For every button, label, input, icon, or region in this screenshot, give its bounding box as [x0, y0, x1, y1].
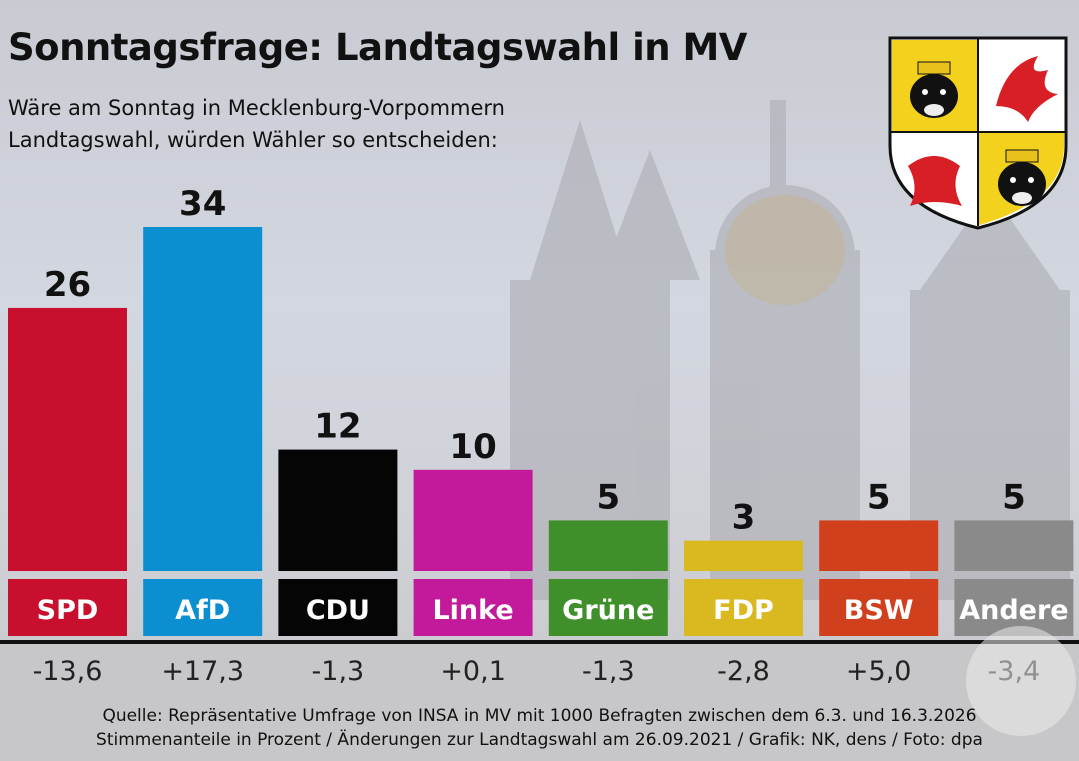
bar-afd — [143, 227, 263, 571]
bar-fdp — [684, 540, 803, 571]
changes-band — [0, 642, 1079, 761]
value-label: 5 — [1002, 477, 1026, 517]
overlay-circle — [966, 626, 1076, 736]
bar-andere — [954, 520, 1074, 571]
coat-of-arms-icon — [888, 36, 1068, 230]
bar-spd — [8, 307, 127, 571]
value-label: 3 — [732, 498, 756, 538]
value-label: 12 — [314, 407, 361, 447]
change-label: -1,3 — [582, 656, 635, 687]
value-label: 5 — [596, 477, 620, 517]
chart-title: Sonntagsfrage: Landtagswahl in MV — [8, 26, 747, 69]
source-line-2: Stimmenanteile in Prozent / Änderungen z… — [96, 730, 983, 750]
change-label: -1,3 — [312, 656, 365, 687]
bar-bsw — [819, 520, 939, 571]
category-label: AfD — [175, 595, 230, 626]
bar-label-box-bsw — [819, 579, 939, 636]
change-label: +5,0 — [846, 656, 912, 687]
bar-label-box-spd — [8, 579, 127, 636]
bar-grüne — [548, 520, 668, 571]
category-label: Andere — [959, 595, 1068, 626]
bar-label-box-grüne — [548, 579, 668, 636]
chart-subtitle-line-2: Landtagswahl, würden Wähler so entscheid… — [8, 128, 498, 152]
value-label: 26 — [44, 265, 91, 305]
category-label: BSW — [844, 595, 914, 626]
category-label: SPD — [37, 595, 99, 626]
bar-cdu — [278, 449, 398, 571]
value-label: 5 — [867, 477, 891, 517]
castle-background — [510, 100, 1070, 600]
category-label: Linke — [432, 595, 513, 626]
bar-linke — [413, 469, 533, 571]
bar-label-box-fdp — [684, 579, 803, 636]
value-label: 10 — [449, 427, 496, 467]
source-line-1: Quelle: Repräsentative Umfrage von INSA … — [102, 706, 977, 726]
category-label: Grüne — [562, 595, 654, 626]
bar-label-box-linke — [413, 579, 533, 636]
category-label: CDU — [306, 595, 370, 626]
bar-label-box-cdu — [278, 579, 398, 636]
change-label: -13,6 — [33, 656, 103, 687]
chart-subtitle-line-1: Wäre am Sonntag in Mecklenburg-Vorpommer… — [8, 96, 505, 120]
change-label: +0,1 — [440, 656, 506, 687]
value-label: 34 — [179, 184, 226, 224]
category-label: FDP — [713, 595, 774, 626]
change-label: +17,3 — [161, 656, 244, 687]
bar-label-box-afd — [143, 579, 263, 636]
change-label: -2,8 — [717, 656, 770, 687]
